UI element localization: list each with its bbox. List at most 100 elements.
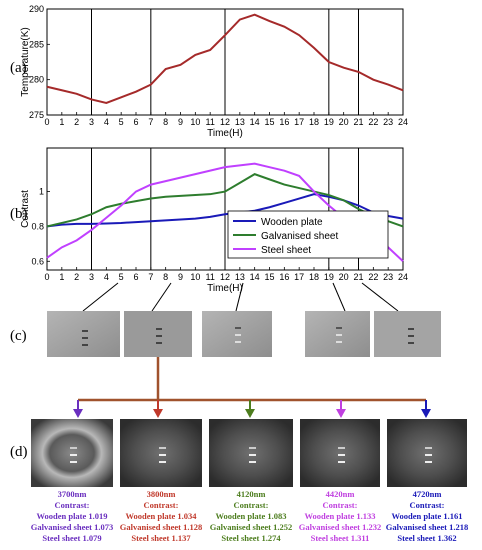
x-tick-label: 1 xyxy=(59,117,64,127)
caption-contrast_label: Contrast: xyxy=(410,500,445,510)
connector-3h xyxy=(82,282,119,312)
target-mark xyxy=(249,461,256,463)
x-tick-label: 8 xyxy=(163,117,168,127)
caption-contrast_label: Contrast: xyxy=(234,500,269,510)
x-tick-label: 11 xyxy=(205,272,214,282)
x-tick-label: 15 xyxy=(264,117,274,127)
x-tick-label: 3 xyxy=(89,117,94,127)
x-tick-label: 8 xyxy=(163,272,168,282)
wavelength-image xyxy=(209,419,293,487)
x-tick-label: 23 xyxy=(383,117,393,127)
x-tick-label: 0 xyxy=(44,272,49,282)
thumbnail-12h xyxy=(202,311,272,357)
caption-wavelength: 4420nm xyxy=(326,489,355,499)
x-tick-label: 0 xyxy=(44,117,49,127)
caption-steel: Steel sheet 1.362 xyxy=(397,533,456,543)
panel-label-b: (b) xyxy=(10,206,28,222)
y-tick-label: 1 xyxy=(39,187,44,197)
wavelength-image xyxy=(120,419,202,487)
x-tick-label: 7 xyxy=(148,117,153,127)
target-mark xyxy=(338,454,345,456)
target-mark xyxy=(159,461,166,463)
x-tick-label: 9 xyxy=(178,117,183,127)
connector-21h xyxy=(361,282,399,312)
y-tick-label: 280 xyxy=(29,75,44,85)
target-mark xyxy=(249,454,256,456)
x-tick-label: 13 xyxy=(235,272,245,282)
x-tick-label: 17 xyxy=(294,272,304,282)
panel-label-c: (c) xyxy=(10,328,27,344)
x-tick-label: 22 xyxy=(368,117,378,127)
x-tick-label: 10 xyxy=(190,272,200,282)
target-mark xyxy=(425,461,432,463)
x-tick-label: 19 xyxy=(324,117,334,127)
y-tick-label: 275 xyxy=(29,110,44,120)
arrow-head xyxy=(245,409,255,418)
x-tick-label: 2 xyxy=(74,272,79,282)
caption-wooden: Wooden plate 1.019 xyxy=(36,511,107,521)
y-axis-label: Temperature(K) xyxy=(20,27,31,96)
panel-label-a: (a) xyxy=(10,60,27,76)
caption-steel: Steel sheet 1.274 xyxy=(221,533,281,543)
x-tick-label: 14 xyxy=(250,272,260,282)
x-tick-label: 13 xyxy=(235,117,245,127)
thumbnail-7h xyxy=(124,311,192,357)
x-axis-label: Time(H) xyxy=(207,283,243,294)
target-mark xyxy=(70,454,77,456)
x-tick-label: 10 xyxy=(190,117,200,127)
x-tick-label: 6 xyxy=(133,272,138,282)
target-mark xyxy=(338,447,345,449)
series-line xyxy=(46,13,404,105)
arrow-head xyxy=(336,409,346,418)
x-axis-label: Time(H) xyxy=(207,128,243,139)
x-tick-label: 22 xyxy=(368,272,378,282)
caption-wavelength: 3800nm xyxy=(147,489,176,499)
x-tick-label: 12 xyxy=(220,117,230,127)
x-tick-label: 20 xyxy=(339,117,349,127)
x-tick-label: 20 xyxy=(339,272,349,282)
x-tick-label: 21 xyxy=(353,117,363,127)
legend-entry: Wooden plate xyxy=(261,217,323,228)
x-tick-label: 24 xyxy=(398,117,408,127)
caption-wooden: Wooden plate 1.133 xyxy=(304,511,375,521)
target-mark xyxy=(70,447,77,449)
contrast-chart: 0 1 2 3 4 5 6 7 8 9 10 11 12 13 14 15 16 17 18 19 20 21 22 23 24… xyxy=(20,147,408,294)
target-mark xyxy=(70,461,77,463)
x-tick-label: 17 xyxy=(294,117,304,127)
legend-entry: Galvanised sheet xyxy=(261,231,338,242)
caption-galvanised: Galvanised sheet 1.232 xyxy=(299,522,381,532)
y-axis-label: Contrast xyxy=(20,190,31,228)
x-tick-label: 5 xyxy=(119,117,124,127)
connector-12h xyxy=(235,282,244,312)
y-tick-label: 290 xyxy=(29,4,44,14)
caption-steel: Steel sheet 1.137 xyxy=(131,533,191,543)
x-tick-label: 14 xyxy=(250,117,260,127)
x-tick-label: 9 xyxy=(178,272,183,282)
x-tick-label: 7 xyxy=(148,272,153,282)
x-tick-label: 19 xyxy=(324,272,334,282)
x-tick-label: 4 xyxy=(104,272,109,282)
caption-contrast_label: Contrast: xyxy=(144,500,179,510)
caption-wavelength: 4720nm xyxy=(413,489,442,499)
series-line xyxy=(46,173,404,228)
x-tick-label: 24 xyxy=(398,272,408,282)
x-tick-label: 11 xyxy=(205,117,214,127)
x-tick-label: 18 xyxy=(309,117,319,127)
thumbnail-21h xyxy=(374,311,441,357)
caption-wooden: Wooden plate 1.161 xyxy=(391,511,462,521)
y-tick-label: 0.6 xyxy=(31,256,44,266)
temperature-chart: 0 1 2 3 4 5 6 7 8 9 10 11 12 13 14 15 16 17 18 19 20 21 22 23 24… xyxy=(20,4,408,139)
x-tick-label: 4 xyxy=(104,117,109,127)
caption-galvanised: Galvanised sheet 1.128 xyxy=(120,522,202,532)
caption-contrast_label: Contrast: xyxy=(55,500,90,510)
x-tick-label: 3 xyxy=(89,272,94,282)
x-tick-label: 1 xyxy=(59,272,64,282)
x-tick-label: 12 xyxy=(220,272,230,282)
wavelength-images xyxy=(31,419,467,487)
x-tick-label: 18 xyxy=(309,272,319,282)
arrow-head xyxy=(421,409,431,418)
thumbnail-19h xyxy=(305,311,370,357)
caption-galvanised: Galvanised sheet 1.218 xyxy=(386,522,468,532)
caption-galvanised: Galvanised sheet 1.252 xyxy=(210,522,292,532)
caption-wooden: Wooden plate 1.034 xyxy=(125,511,197,521)
